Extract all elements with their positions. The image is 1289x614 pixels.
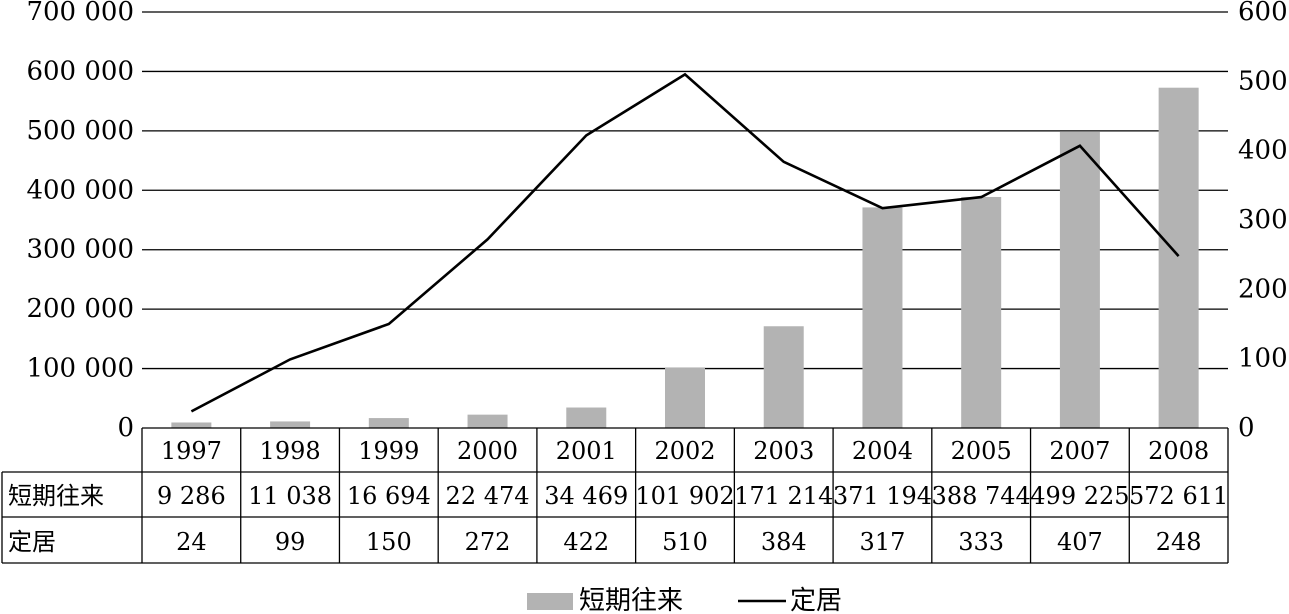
left-y-tick-label: 500 000: [26, 116, 134, 146]
table-cell-short-term: 16 694: [347, 482, 431, 510]
left-y-axis: 0 100 000 200 000 300 000 400 000 500 000 600 …: [26, 0, 134, 443]
left-y-tick-label: 0: [117, 413, 134, 443]
table-cell-short-term: 371 194: [833, 482, 932, 510]
bar: [763, 326, 804, 428]
bar-series-short-term: [171, 87, 1199, 429]
legend-label-short-term: 短期往来: [579, 586, 683, 614]
bar: [171, 422, 212, 428]
bar: [368, 418, 409, 428]
left-y-tick-label: 200 000: [26, 294, 134, 324]
table-cell-short-term: 572 611: [1129, 482, 1228, 510]
right-y-tick-label: 200: [1238, 274, 1288, 304]
bar: [1059, 131, 1100, 428]
table-row-label-short-term: 短期往来: [8, 482, 104, 510]
right-y-tick-label: 100: [1238, 344, 1288, 374]
bar: [961, 196, 1002, 428]
left-y-tick-label: 100 000: [26, 354, 134, 384]
table-cell-short-term: 388 744: [932, 482, 1031, 510]
table-cell-settled: 24: [176, 528, 207, 556]
bar: [270, 421, 311, 428]
category-label: 1998: [260, 437, 321, 465]
table-cell-settled: 333: [958, 528, 1004, 556]
table-cell-settled: 422: [563, 528, 609, 556]
table-cell-short-term: 34 469: [544, 482, 628, 510]
table-cell-settled: 407: [1057, 528, 1103, 556]
table-cell-settled: 99: [275, 528, 306, 556]
left-y-tick-label: 300 000: [26, 235, 134, 265]
table-cell-short-term: 499 225: [1030, 482, 1129, 510]
series-line: [190, 72, 1180, 413]
category-label: 2007: [1049, 437, 1110, 465]
category-label: 2004: [852, 437, 913, 465]
right-y-tick-label: 0: [1238, 413, 1255, 443]
right-y-axis: 0 100 200 300 400 500 600: [1238, 0, 1288, 443]
table-cell-short-term: 11 038: [248, 482, 332, 510]
table-cell-short-term: 101 902: [635, 482, 734, 510]
legend-label-settled: 定居: [790, 586, 842, 614]
table-cell-settled: 384: [761, 528, 807, 556]
table-cell-short-term: 22 474: [446, 482, 530, 510]
bar: [1158, 87, 1199, 429]
category-label: 2000: [457, 437, 518, 465]
category-label: 2002: [654, 437, 715, 465]
table-row-label-settled: 定居: [8, 528, 56, 556]
table-cell-settled: 272: [465, 528, 511, 556]
bar: [862, 207, 903, 428]
table-cell-short-term: 9 286: [157, 482, 226, 510]
category-label: 2008: [1148, 437, 1209, 465]
left-y-tick-label: 600 000: [26, 56, 134, 86]
left-y-tick-label: 700 000: [26, 0, 134, 27]
category-label: 2003: [753, 437, 814, 465]
bar: [665, 367, 705, 428]
right-y-tick-label: 400: [1238, 136, 1288, 166]
right-y-tick-label: 500: [1238, 66, 1288, 96]
left-y-tick-label: 400 000: [26, 175, 134, 205]
category-label: 2001: [556, 437, 617, 465]
table-cell-settled: 248: [1156, 528, 1202, 556]
category-label: 1997: [161, 437, 222, 465]
right-y-tick-label: 300: [1238, 205, 1288, 235]
table-cell-settled: 317: [860, 528, 906, 556]
line-series-settled: [190, 72, 1180, 413]
table-cell-short-term: 171 214: [734, 482, 833, 510]
table-cell-settled: 150: [366, 528, 412, 556]
table-cell-settled: 510: [662, 528, 708, 556]
bar: [467, 414, 508, 428]
right-y-tick-label: 600: [1238, 0, 1288, 27]
bar: [566, 407, 607, 428]
data-table: 1997 1998 1999 2000 2001 2002 2003 2004 2005 2007…: [1, 427, 1229, 564]
legend: 短期往来 定居: [527, 586, 842, 614]
category-label: 2005: [951, 437, 1012, 465]
legend-swatch-bar: [527, 593, 573, 610]
gridlines: [142, 11, 1228, 370]
category-label: 1999: [358, 437, 419, 465]
